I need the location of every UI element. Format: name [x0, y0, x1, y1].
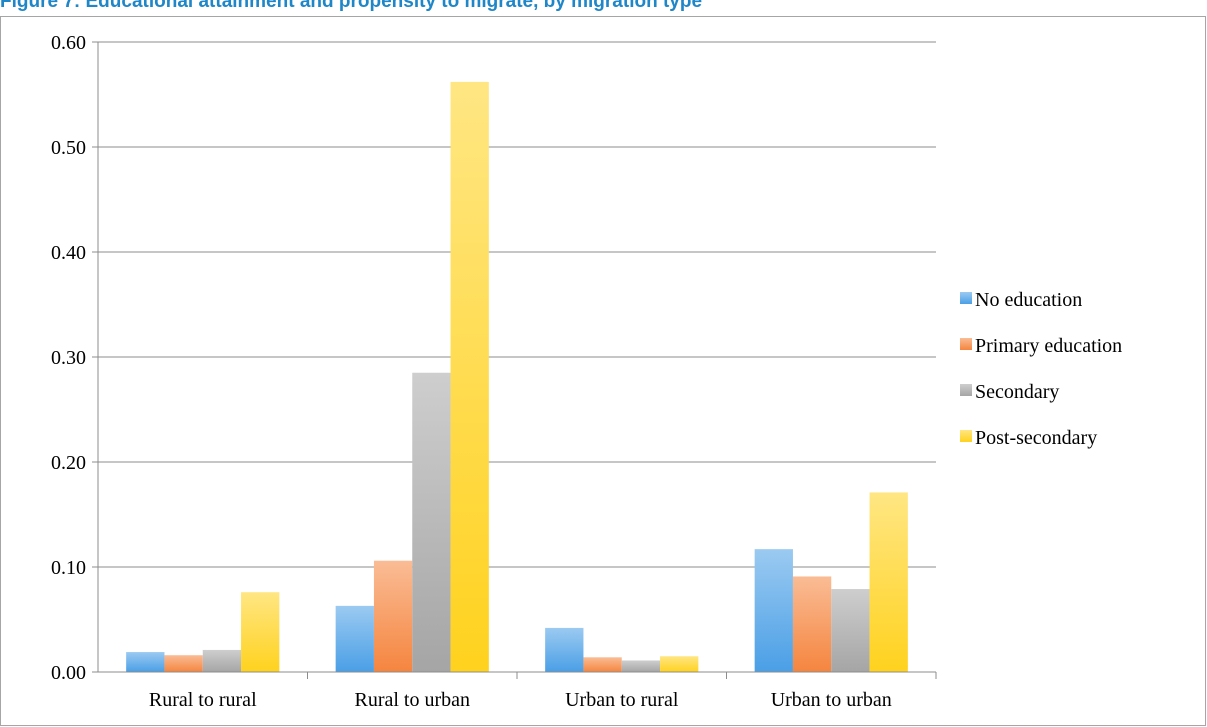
x-category-label: Urban to rural — [565, 689, 679, 711]
bar — [202, 649, 242, 672]
bar — [792, 576, 832, 672]
y-tick-label: 0.40 — [51, 242, 86, 264]
axes: 0.00 0.10 0.20 0.30 0.40 0.50 0.60 Rural to rur… — [51, 32, 937, 711]
bar — [869, 492, 908, 672]
figure-title: Figure 7: Educational attainment and pro… — [0, 0, 703, 12]
bar — [831, 589, 870, 672]
bar — [583, 657, 622, 672]
legend-swatch — [960, 430, 972, 442]
bar — [373, 560, 413, 672]
legend-swatch — [960, 338, 972, 350]
y-tick-label: 0.50 — [51, 137, 86, 159]
y-tick-label: 0.10 — [51, 557, 86, 579]
y-tick-label: 0.60 — [51, 32, 86, 54]
x-category-label: Rural to urban — [354, 689, 470, 711]
x-category-label: Urban to urban — [771, 689, 892, 711]
bar — [450, 81, 489, 672]
bar — [412, 372, 451, 672]
bar — [660, 656, 699, 672]
legend-label: Post-secondary — [975, 427, 1097, 449]
bar — [335, 605, 374, 672]
x-category-label: Rural to rural — [149, 689, 257, 711]
legend-label: Primary education — [975, 335, 1122, 357]
bar — [164, 655, 203, 672]
bars — [126, 81, 908, 672]
legend-swatch — [960, 292, 972, 304]
y-tick-label: 0.30 — [51, 347, 86, 369]
legend-label: Secondary — [975, 381, 1059, 403]
legend-swatch — [960, 384, 972, 396]
bar — [621, 660, 661, 672]
bar — [241, 592, 280, 672]
legend: No education Primary education Secondary Po… — [960, 289, 1122, 449]
legend-label: No education — [975, 289, 1082, 311]
y-tick-label: 0.20 — [51, 452, 86, 474]
bar — [754, 549, 793, 672]
y-tick-label: 0.00 — [51, 662, 86, 684]
gridlines — [98, 41, 936, 568]
chart-frame — [0, 16, 1206, 726]
bar — [545, 627, 584, 672]
bar — [126, 652, 165, 672]
